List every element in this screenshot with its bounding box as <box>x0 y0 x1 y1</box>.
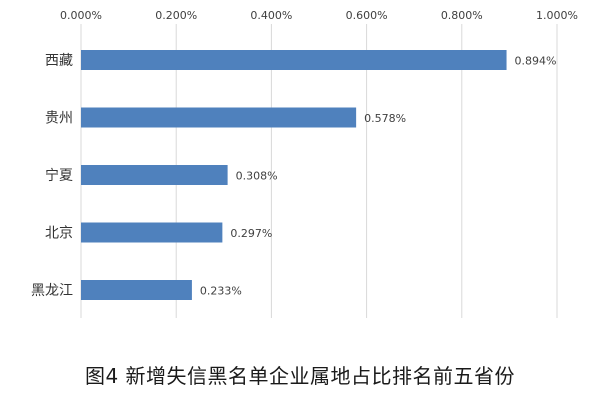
x-tick-label: 0.200% <box>155 9 197 22</box>
bar <box>81 165 228 185</box>
data-label: 0.308% <box>236 170 278 183</box>
category-label: 西藏 <box>45 53 73 69</box>
bar <box>81 50 507 70</box>
data-label: 0.578% <box>364 112 406 125</box>
bar <box>81 222 223 243</box>
x-tick-label: 1.000% <box>536 9 578 22</box>
x-tick-label: 0.800% <box>441 9 483 22</box>
category-label: 贵州 <box>45 111 73 127</box>
bar <box>81 280 192 300</box>
category-label: 宁夏 <box>45 167 73 184</box>
grid-lines <box>80 24 558 318</box>
x-axis-ticks: 0.000% 0.200% 0.400% 0.600% 0.800% 1.000% <box>60 9 578 22</box>
bar <box>81 107 357 128</box>
category-label: 北京 <box>45 226 73 242</box>
x-tick-label: 0.400% <box>250 9 292 22</box>
bars <box>81 50 507 300</box>
data-label: 0.894% <box>515 55 557 68</box>
x-tick-label: 0.000% <box>60 9 102 22</box>
data-label: 0.233% <box>200 285 242 298</box>
data-label: 0.297% <box>230 227 272 240</box>
figure-caption: 图4 新增失信黑名单企业属地占比排名前五省份 <box>84 364 516 388</box>
x-tick-label: 0.600% <box>346 9 388 22</box>
category-label: 黑龙江 <box>31 283 73 299</box>
value-labels: 0.894% 0.578% 0.308% 0.297% 0.233% <box>200 55 557 298</box>
